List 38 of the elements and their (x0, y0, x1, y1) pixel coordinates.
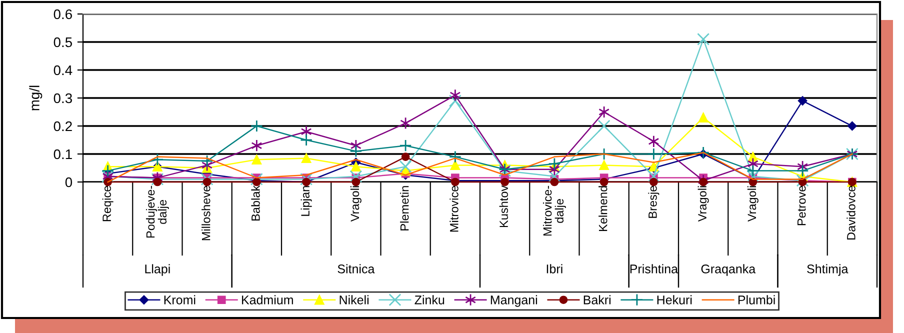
text: Llapi (145, 264, 170, 276)
x-tick-label: Millosheve (202, 186, 210, 240)
x-tick-label: Podujeve- dalje (146, 186, 169, 238)
x-tick-label: Vragoli (698, 186, 709, 222)
x-tick-label: Mitrovice (450, 186, 458, 232)
x-tick-label: Vragoli (350, 186, 362, 222)
x-tick-label: Bresje (648, 186, 660, 218)
x-tick-label: Davidovce (846, 186, 856, 240)
legend-label: Zinku (414, 295, 444, 304)
x-tick-label: Kushtov (499, 185, 508, 228)
x-tick-label: Lipjan (300, 186, 312, 216)
legend-label: Mangani (490, 295, 538, 307)
legend-label: Kromi (164, 295, 196, 304)
legend-label: Kadmium (242, 295, 293, 304)
x-tick-label: Kelmend (598, 186, 608, 231)
legend-label: Nikeli (340, 295, 368, 304)
legend-label: Bakri (584, 295, 610, 304)
y-tick-label: 0.4 (54, 65, 72, 76)
legend-label: Hekuri (657, 295, 692, 304)
y-tick-label: 0 (65, 177, 72, 188)
text: Ibri (546, 264, 562, 274)
y-tick-label: 0.3 (54, 93, 72, 104)
y-tick-label: 0.1 (54, 149, 72, 160)
x-tick-label: Mitrovice- dalje (543, 186, 566, 236)
x-tick-label: Petrove (797, 186, 806, 226)
text: Sitnica (338, 264, 375, 274)
y-tick-label: 0.2 (54, 121, 72, 132)
text: Prishtina (630, 264, 678, 274)
text: Graqanka (701, 264, 756, 276)
y-tick-label: 0.6 (54, 9, 72, 20)
legend-label: Plumbi (738, 295, 775, 304)
x-tick-label: Bablak (251, 185, 260, 220)
x-tick-label: Plemetin (400, 186, 409, 230)
y-axis-title: mg/l (29, 86, 42, 110)
x-tick-label: Vragoli (747, 186, 758, 222)
text: Shtimja (807, 264, 848, 276)
y-tick-label: 0.5 (54, 37, 72, 48)
x-tick-label: Reqice (102, 186, 114, 222)
